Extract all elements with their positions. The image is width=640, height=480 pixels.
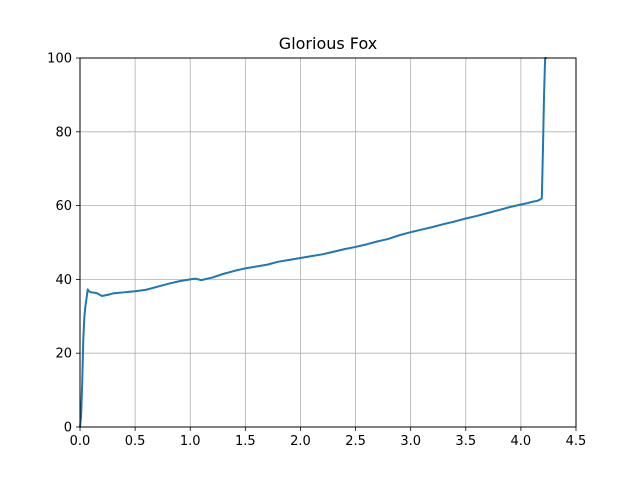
plot-frame xyxy=(79,57,577,428)
chart-title: Glorious Fox xyxy=(279,34,377,53)
x-tick-label: 0.0 xyxy=(70,434,91,449)
y-tick-label: 0 xyxy=(64,421,72,436)
x-tick-label: 3.0 xyxy=(400,434,421,449)
x-tick-label: 1.5 xyxy=(235,434,256,449)
series-line-series-1 xyxy=(79,57,548,428)
x-tick-label: 4.0 xyxy=(511,434,532,449)
y-tick-label: 80 xyxy=(55,125,72,140)
ticks: 0.0 0.5 1.0 1.5 2.0 2.5 3.0 3.5 4.0 4.5 0 20 40 60 80 1… xyxy=(47,52,586,450)
y-tick-label: 60 xyxy=(55,199,72,214)
x-tick-label: 2.0 xyxy=(290,434,311,449)
x-tick-label: 1.0 xyxy=(180,434,201,449)
x-tick-label: 4.5 xyxy=(566,434,587,449)
y-tick-label: 20 xyxy=(55,347,72,362)
x-tick-label: 2.5 xyxy=(345,434,366,449)
y-tick-label: 40 xyxy=(55,273,72,288)
y-tick-label: 100 xyxy=(47,52,72,67)
x-tick-label: 3.5 xyxy=(455,434,476,449)
series-layer xyxy=(79,57,548,428)
x-tick-label: 0.5 xyxy=(125,434,146,449)
